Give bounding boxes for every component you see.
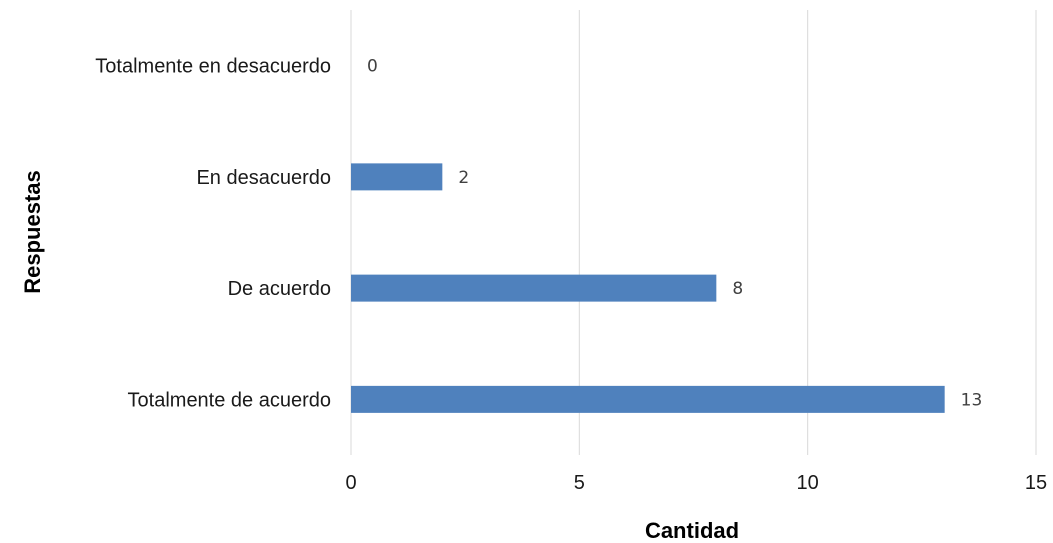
- x-tick-label: 10: [797, 472, 819, 494]
- x-axis-title: Cantidad: [645, 518, 739, 543]
- data-label: 2: [458, 168, 469, 188]
- x-tick-label: 5: [574, 472, 585, 494]
- category-labels: Totalmente en desacuerdo En desacuerdo De …: [95, 56, 331, 412]
- bar: [351, 385, 945, 413]
- data-label: 8: [732, 279, 743, 299]
- y-axis-title: Respuestas: [20, 170, 45, 294]
- data-label: 0: [367, 57, 378, 77]
- data-label: 13: [961, 390, 983, 410]
- category-label: En desacuerdo: [196, 167, 331, 189]
- data-labels: 0 2 8 13: [367, 57, 982, 411]
- bar: [351, 163, 443, 191]
- bar: [351, 274, 717, 302]
- x-tick-label: 0: [345, 472, 356, 494]
- category-label: Totalmente en desacuerdo: [95, 56, 331, 78]
- category-label: Totalmente de acuerdo: [128, 389, 331, 411]
- bars: [351, 163, 945, 413]
- x-tick-label: 15: [1025, 472, 1047, 494]
- x-tick-labels: 0 5 10 15: [345, 472, 1047, 494]
- category-label: De acuerdo: [228, 278, 331, 300]
- gridlines: [350, 10, 1037, 455]
